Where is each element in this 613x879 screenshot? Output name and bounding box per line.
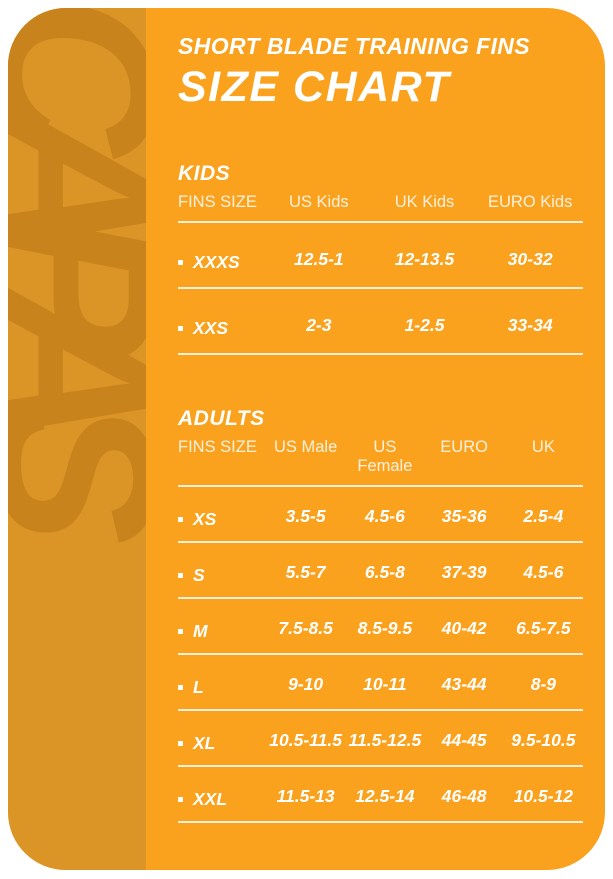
cell-value: 4.5-6 (523, 562, 564, 582)
cell-value: 11.5-12.5 (348, 730, 422, 750)
cell-value: 8.5-9.5 (357, 618, 413, 638)
cell-value: 11.5-13 (276, 786, 335, 806)
cell-value: 6.5-8 (364, 562, 405, 582)
cell-value: 35-36 (441, 506, 487, 526)
kids-header-row: FINS SIZE US Kids UK Kids EURO Kids (178, 193, 583, 223)
cell-value: 8-9 (530, 674, 557, 694)
size-cell: XXXS (178, 252, 266, 273)
size-cell: XXL (178, 789, 266, 810)
size-cell: XS (178, 509, 266, 530)
column-header-us-kids: US Kids (289, 193, 349, 211)
size-cell: M (178, 621, 266, 642)
size-cell: S (178, 565, 266, 586)
cell-value: 12-13.5 (394, 249, 455, 269)
size-label: XXS (193, 318, 229, 338)
table-row: XS 3.5-5 4.5-6 35-36 2.5-4 (178, 487, 583, 543)
cell-value: 9-10 (288, 674, 324, 694)
size-cell: L (178, 677, 266, 698)
cell-value: 30-32 (507, 249, 553, 269)
cell-value: 46-48 (441, 786, 487, 806)
size-label: XL (193, 733, 216, 753)
cell-value: 2.5-4 (523, 506, 564, 526)
size-label: L (193, 677, 204, 697)
size-cell: XL (178, 733, 266, 754)
column-header-us-female: US Female (357, 438, 413, 475)
cell-value: 2-3 (306, 315, 332, 335)
cell-value: 37-39 (441, 562, 487, 582)
size-label: M (193, 621, 208, 641)
chart-content: SHORT BLADE TRAINING FINS SIZE CHART KID… (178, 8, 583, 870)
column-header-us-male: US Male (273, 438, 338, 456)
size-chart-card: CAPAS SHORT BLADE TRAINING FINS SIZE CHA… (8, 8, 605, 870)
cell-value: 9.5-10.5 (511, 730, 576, 750)
size-label: S (193, 565, 205, 585)
bullet-icon (178, 573, 183, 578)
title-block: SHORT BLADE TRAINING FINS SIZE CHART (178, 8, 583, 112)
kids-section-title: KIDS (178, 162, 231, 185)
cell-value: 4.5-6 (364, 506, 405, 526)
column-header-fins-size: FINS SIZE (178, 193, 257, 211)
cell-value: 43-44 (441, 674, 487, 694)
column-header-euro: EURO (440, 438, 488, 456)
column-header-fins-size: FINS SIZE (178, 438, 257, 456)
cell-value: 10.5-12 (513, 786, 574, 806)
table-row: M 7.5-8.5 8.5-9.5 40-42 6.5-7.5 (178, 599, 583, 655)
cell-value: 33-34 (507, 315, 553, 335)
page-title: SIZE CHART (178, 63, 451, 111)
table-row: XXL 11.5-13 12.5-14 46-48 10.5-12 (178, 767, 583, 823)
size-label: XS (193, 509, 217, 529)
table-row: XL 10.5-11.5 11.5-12.5 44-45 9.5-10.5 (178, 711, 583, 767)
cell-value: 12.5-14 (355, 786, 415, 806)
table-row: XXXS 12.5-1 12-13.5 30-32 (178, 223, 583, 289)
cell-value: 12.5-1 (294, 249, 344, 269)
size-label: XXXS (193, 252, 240, 272)
table-row: S 5.5-7 6.5-8 37-39 4.5-6 (178, 543, 583, 599)
adults-section-title: ADULTS (178, 407, 265, 430)
kids-section: KIDS FINS SIZE US Kids UK Kids EURO Kids… (178, 162, 583, 355)
product-subtitle: SHORT BLADE TRAINING FINS (178, 33, 531, 59)
cell-value: 5.5-7 (285, 562, 326, 582)
cell-value: 10-11 (363, 674, 407, 694)
adults-header-row: FINS SIZE US Male US Female EURO UK (178, 438, 583, 487)
column-header-euro-kids: EURO Kids (488, 193, 573, 211)
size-cell: XXS (178, 318, 266, 339)
adults-section: ADULTS FINS SIZE US Male US Female EURO … (178, 407, 583, 823)
cell-value: 44-45 (441, 730, 487, 750)
brand-watermark-text: CAPAS (8, 8, 146, 490)
bullet-icon (178, 741, 183, 746)
size-label: XXL (193, 789, 228, 809)
cell-value: 10.5-11.5 (269, 730, 342, 750)
brand-watermark-strip: CAPAS (8, 8, 146, 870)
cell-value: 6.5-7.5 (516, 618, 571, 638)
bullet-icon (178, 260, 183, 265)
cell-value: 3.5-5 (285, 506, 326, 526)
column-header-uk-kids: UK Kids (394, 193, 455, 211)
cell-value: 7.5-8.5 (278, 618, 333, 638)
bullet-icon (178, 517, 183, 522)
bullet-icon (178, 797, 183, 802)
column-header-uk: UK (531, 438, 555, 456)
bullet-icon (178, 685, 183, 690)
table-row: L 9-10 10-11 43-44 8-9 (178, 655, 583, 711)
bullet-icon (178, 326, 183, 331)
cell-value: 1-2.5 (404, 315, 445, 335)
table-row: XXS 2-3 1-2.5 33-34 (178, 289, 583, 355)
bullet-icon (178, 629, 183, 634)
cell-value: 40-42 (441, 618, 487, 638)
